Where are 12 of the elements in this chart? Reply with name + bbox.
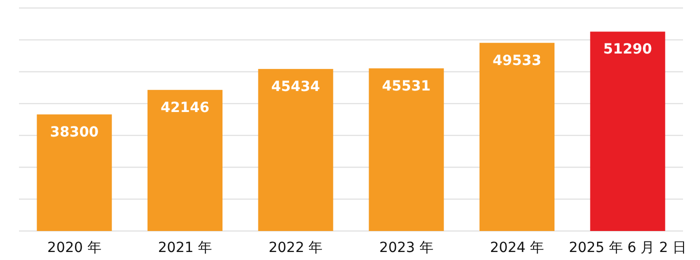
x-tick-label: 2025 年 6 月 2 日 [568,240,687,256]
data-label: 45531 [382,78,431,94]
data-label: 51290 [603,42,652,58]
data-label: 45434 [271,78,320,95]
x-tick-label: 2020 年 [47,240,102,256]
x-tick-label: 2024 年 [490,240,544,256]
data-label: 49533 [492,52,542,69]
x-tick-label: 2021 年 [158,240,212,256]
data-label: 38300 [50,124,99,140]
x-tick-label: 2022 年 [268,240,323,256]
data-label: 42146 [160,100,210,116]
x-tick-label: 2023 年 [379,240,434,256]
